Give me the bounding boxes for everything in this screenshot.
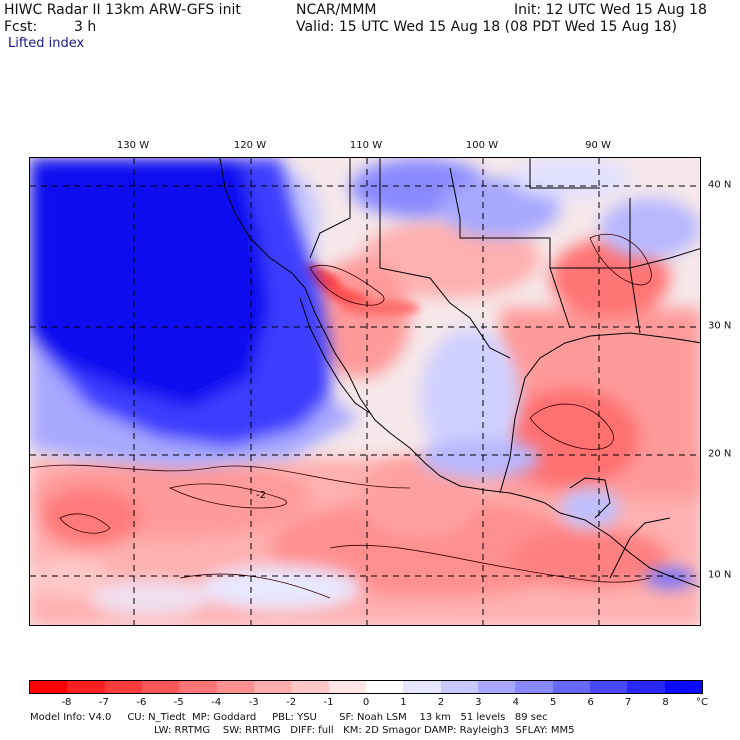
field-name: Lifted index: [8, 36, 85, 51]
colorbar-tick-label: -3: [248, 697, 259, 708]
colorbar-tick-label: 8: [662, 697, 669, 708]
colorbar-tick-label: -7: [98, 697, 109, 708]
colorbar-cell: [627, 681, 665, 693]
colorbar-tick-label: 6: [587, 697, 594, 708]
colorbar-tick-label: 7: [624, 697, 632, 708]
lat-label-10n: 10 N: [708, 569, 732, 581]
colorbar-cell: [291, 681, 329, 693]
colorbar-cell: [589, 681, 628, 693]
lat-label-30n: 30 N: [708, 320, 732, 332]
fcst-label: Fcst:: [4, 19, 38, 35]
lat-label-40n: 40 N: [708, 179, 732, 191]
lon-label-110w: 110 W: [349, 140, 383, 151]
colorbar-cell: [365, 681, 404, 693]
coastline: [219, 158, 700, 588]
mexico-plateau-stable-area: [420, 328, 695, 588]
colorbar-cell: [141, 681, 180, 693]
colorbar-cell: [328, 681, 366, 693]
colorbar-cell: [477, 681, 516, 693]
colorbar-cell: [216, 681, 254, 693]
colorbar-tick-label: 4: [512, 697, 519, 708]
colorbar-tick-label: 5: [550, 697, 557, 708]
colorbar: [29, 680, 703, 694]
colorbar-tick-label: 3: [475, 697, 482, 708]
li-contours: [30, 233, 652, 599]
lon-label-90w: 90 W: [585, 140, 611, 151]
colorbar-cell: [664, 681, 702, 693]
colorbar-cell: [30, 681, 68, 693]
colorbar-tick-label: -5: [173, 697, 184, 708]
latlon-grid: [30, 158, 700, 625]
colorbar-tick-label: 0: [362, 697, 370, 708]
lon-label-120w: 120 W: [233, 140, 267, 151]
colorbar-cell: [403, 681, 441, 693]
colorbar-cell: [104, 681, 142, 693]
colorbar-cell: [440, 681, 478, 693]
fcst-value: 3 h: [74, 19, 97, 35]
contour-label: -2: [256, 490, 266, 501]
colorbar-cell: [67, 681, 105, 693]
pacific-stable-area: [30, 158, 360, 468]
colorbar-tick-label: 1: [400, 697, 407, 708]
colorbar-tick-label: -4: [211, 697, 222, 708]
colorbar-unit: °C: [696, 697, 708, 708]
colorbar-tick-label: -6: [136, 697, 147, 708]
colorbar-cell: [515, 681, 553, 693]
colorbar-cell: [552, 681, 590, 693]
lat-label-20n: 20 N: [708, 448, 732, 460]
colorbar-tick-label: -8: [61, 697, 72, 708]
colorbar-tick-label: -1: [323, 697, 334, 708]
lon-label-130w: 130 W: [116, 140, 150, 151]
model-info-line1: Model Info: V4.0 CU: N_Tiedt MP: Goddard…: [30, 712, 548, 723]
model-title: HIWC Radar II 13km ARW-GFS init: [4, 2, 241, 18]
colorbar-cell: [179, 681, 217, 693]
colorbar-cell: [253, 681, 292, 693]
valid-time: Valid: 15 UTC Wed 15 Aug 18 (08 PDT Wed …: [296, 19, 677, 35]
org-label: NCAR/MMM: [296, 2, 377, 18]
model-info-line2: LW: RRTMG SW: RRTMG DIFF: full KM: 2D Sm…: [154, 725, 575, 736]
lon-label-100w: 100 W: [465, 140, 499, 151]
init-time: Init: 12 UTC Wed 15 Aug 18: [514, 2, 707, 18]
colorbar-tick-label: -2: [286, 697, 297, 708]
colorbar-tick-label: 2: [437, 697, 445, 708]
lifted-index-map: -2: [29, 157, 701, 626]
